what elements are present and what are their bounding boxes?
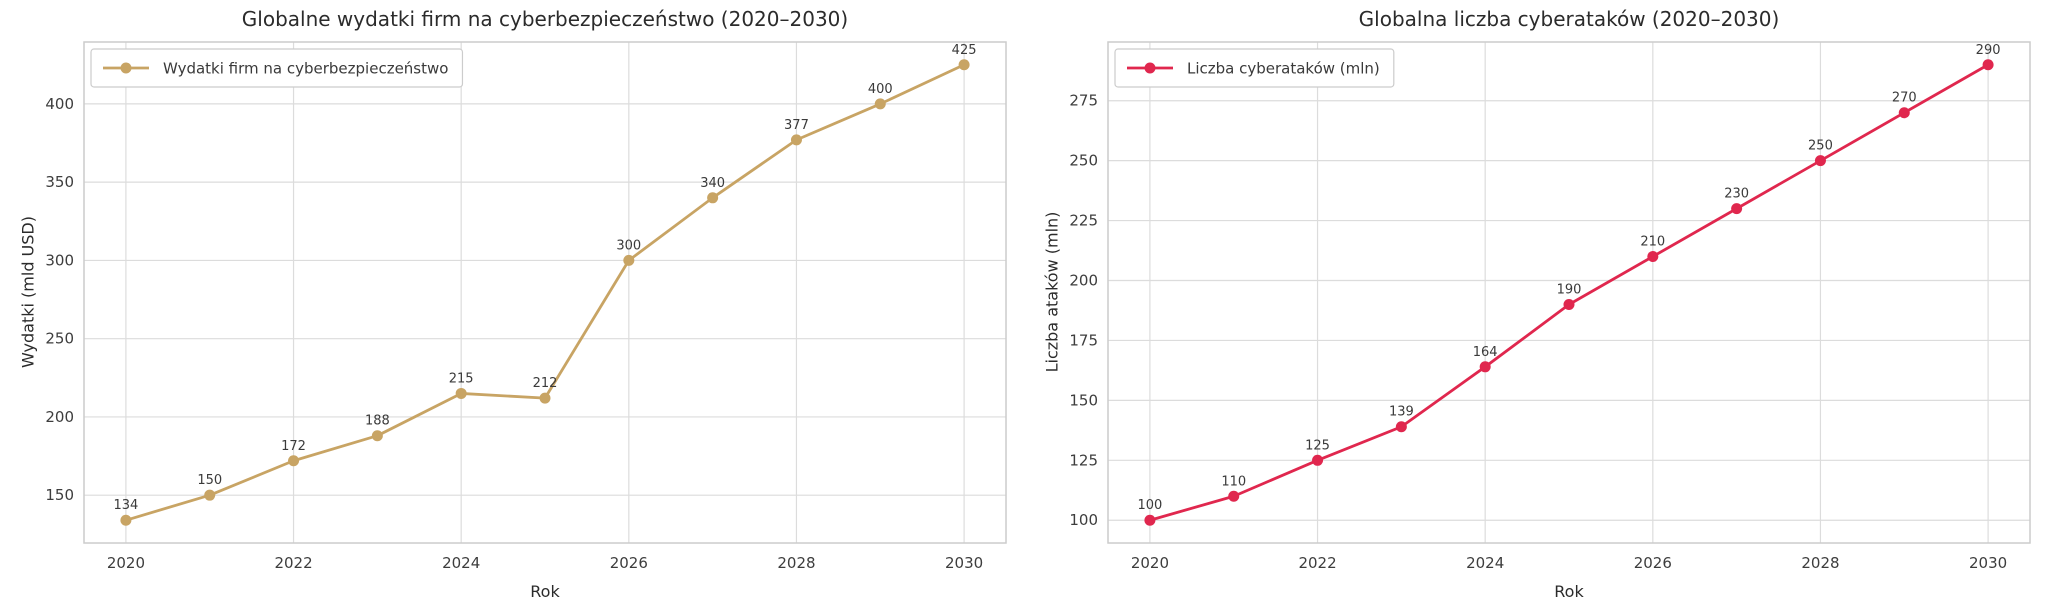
data-point <box>1647 251 1659 263</box>
x-tick-label: 2020 <box>1131 554 1169 572</box>
y-tick-label: 225 <box>1069 212 1098 230</box>
grid <box>1108 42 2030 543</box>
y-tick-label: 350 <box>45 173 74 191</box>
legend-label: Wydatki firm na cyberbezpieczeństwo <box>163 60 448 78</box>
x-tick-label: 2020 <box>107 554 145 572</box>
data-point <box>1479 361 1491 373</box>
data-point-label: 230 <box>1724 187 1749 202</box>
data-point <box>1144 514 1156 526</box>
data-point-label: 150 <box>197 473 222 488</box>
chart-panel-spending: Globalne wydatki firm na cyberbezpieczeń… <box>18 7 1007 601</box>
data-point-label: 212 <box>533 376 558 391</box>
data-point <box>1312 454 1324 466</box>
data-point-label: 210 <box>1640 235 1665 250</box>
data-point-label: 290 <box>1976 43 2001 58</box>
x-tick-label: 2028 <box>1801 554 1839 572</box>
data-point-label: 172 <box>281 439 306 454</box>
y-tick-label: 175 <box>1069 331 1098 349</box>
data-point-label: 100 <box>1137 498 1162 513</box>
data-point <box>1731 203 1743 215</box>
data-point-label: 250 <box>1808 139 1833 154</box>
spending-x-axis-label: Rok <box>530 582 560 601</box>
data-point <box>120 514 132 526</box>
attacks-line-chart: 2020 2022 2024 2026 2028 2030 100 125 150 175 200 2… <box>1069 41 2031 572</box>
data-point-label: 400 <box>868 82 893 97</box>
spending-chart-title: Globalne wydatki firm na cyberbezpieczeń… <box>241 7 849 31</box>
plot-border <box>83 41 1007 544</box>
attacks-chart-title: Globalna liczba cyberataków (2020–2030) <box>1358 7 1780 31</box>
legend-box <box>1114 48 1395 88</box>
series-line <box>124 63 966 522</box>
data-point <box>874 98 886 110</box>
y-tick-label: 150 <box>1069 391 1098 409</box>
data-point-label: 300 <box>616 238 641 253</box>
data-point <box>1898 107 1910 119</box>
data-point-label: 377 <box>784 118 809 133</box>
data-point <box>1395 421 1407 433</box>
data-point-label: 340 <box>700 176 725 191</box>
y-tick-label: 400 <box>45 95 74 113</box>
x-tick-label: 2030 <box>1969 554 2007 572</box>
chart-panel-attacks: Globalna liczba cyberataków (2020–2030) … <box>1024 0 2048 614</box>
data-point-label: 188 <box>365 414 390 429</box>
data-point-label: 125 <box>1305 438 1330 453</box>
y-tick-label: 250 <box>1069 152 1098 170</box>
data-point-label: 215 <box>449 371 474 386</box>
data-point-label: 134 <box>113 498 138 513</box>
data-point-label: 270 <box>1892 91 1917 106</box>
legend-label: Liczba cyberataków (mln) <box>1187 60 1380 78</box>
x-tick-label: 2024 <box>1466 554 1504 572</box>
x-tick-label: 2026 <box>610 554 648 572</box>
y-tick-label: 300 <box>45 251 74 269</box>
data-point <box>204 489 216 501</box>
data-point <box>288 455 300 467</box>
y-tick-label: 200 <box>45 408 74 426</box>
spending-line-chart: 2020 2022 2024 2026 2028 2030 150 200 250 300 350 4… <box>45 41 1007 572</box>
x-tick-label: 2024 <box>442 554 480 572</box>
attacks-x-axis-label: Rok <box>1554 582 1584 601</box>
x-tick-label: 2022 <box>1298 554 1336 572</box>
data-point <box>539 392 551 404</box>
data-point <box>623 254 635 266</box>
data-point-label: 425 <box>952 43 977 58</box>
data-point <box>790 134 802 146</box>
legend: Wydatki firm na cyberbezpieczeństwo <box>90 48 464 88</box>
y-tick-label: 125 <box>1069 451 1098 469</box>
legend: Liczba cyberataków (mln) <box>1114 48 1395 88</box>
x-tick-label: 2030 <box>945 554 983 572</box>
legend-marker-swatch <box>1144 62 1156 74</box>
grid <box>84 42 1006 543</box>
x-tick-label: 2026 <box>1634 554 1672 572</box>
y-tick-label: 150 <box>45 486 74 504</box>
data-point-label: 110 <box>1221 474 1246 489</box>
y-tick-label: 275 <box>1069 92 1098 110</box>
data-point-label: 164 <box>1473 345 1498 360</box>
data-point <box>455 387 467 399</box>
data-point <box>1814 155 1826 167</box>
legend-marker-swatch <box>120 62 132 74</box>
data-point-label: 139 <box>1389 405 1414 420</box>
legend-box <box>90 48 464 88</box>
data-point <box>371 430 383 442</box>
x-tick-label: 2028 <box>777 554 815 572</box>
y-tick-label: 250 <box>45 330 74 348</box>
y-tick-label: 200 <box>1069 272 1098 290</box>
x-tick-label: 2022 <box>274 554 312 572</box>
data-point <box>707 192 719 204</box>
data-point <box>1228 490 1240 502</box>
y-tick-label: 100 <box>1069 511 1098 529</box>
data-point-label: 190 <box>1557 282 1582 297</box>
data-point <box>1982 59 1994 71</box>
plot-border <box>1107 41 2031 544</box>
data-point <box>958 59 970 71</box>
data-point <box>1563 298 1575 310</box>
